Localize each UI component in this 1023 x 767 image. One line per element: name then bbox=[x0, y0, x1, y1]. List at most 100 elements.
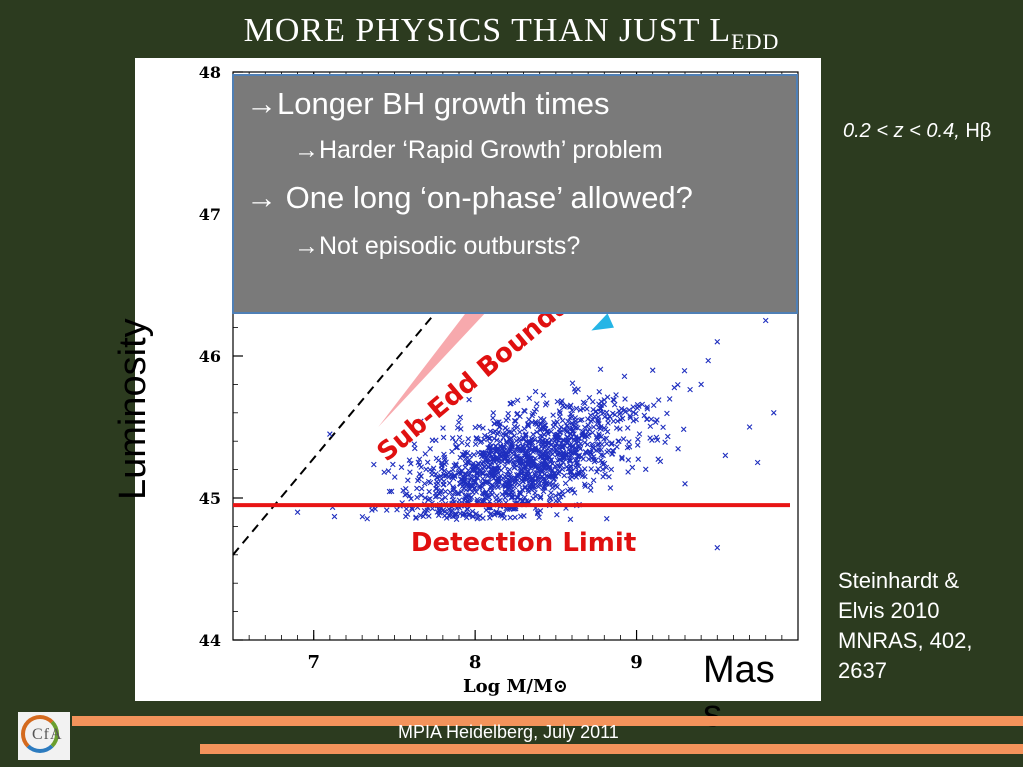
scatter-point bbox=[664, 433, 671, 440]
scatter-point bbox=[519, 471, 525, 477]
scatter-point bbox=[506, 484, 512, 490]
scatter-point bbox=[585, 428, 591, 435]
scatter-point bbox=[429, 471, 435, 478]
scatter-point bbox=[579, 416, 585, 423]
scatter-point bbox=[447, 513, 453, 520]
scatter-point bbox=[540, 488, 547, 495]
scatter-point bbox=[503, 431, 509, 437]
scatter-point bbox=[533, 406, 539, 412]
scatter-point bbox=[381, 469, 387, 476]
scatter-point bbox=[402, 485, 409, 492]
scatter-point bbox=[567, 516, 574, 523]
scatter-point-outlier bbox=[682, 481, 688, 487]
scatter-point-outlier bbox=[754, 459, 761, 466]
scatter-point bbox=[522, 438, 529, 445]
scatter-point bbox=[532, 477, 539, 484]
scatter-point bbox=[617, 426, 623, 432]
scatter-point bbox=[671, 384, 678, 391]
scatter-point bbox=[507, 437, 513, 443]
scatter-point bbox=[450, 466, 456, 473]
scatter-point bbox=[462, 455, 469, 462]
scatter-point bbox=[624, 425, 631, 431]
scatter-point bbox=[505, 468, 511, 475]
scatter-point bbox=[556, 457, 563, 463]
scatter-point bbox=[573, 460, 580, 466]
scatter-point bbox=[520, 435, 527, 441]
scatter-point bbox=[487, 428, 494, 435]
redshift-range: 0.2 < z < 0.4, bbox=[843, 120, 960, 142]
scatter-point bbox=[516, 429, 523, 435]
scatter-point bbox=[601, 401, 608, 408]
scatter-point bbox=[391, 474, 398, 480]
scatter-point bbox=[502, 463, 508, 470]
scatter-point bbox=[450, 484, 456, 490]
scatter-point bbox=[571, 386, 578, 392]
scatter-point bbox=[488, 466, 494, 472]
scatter-point bbox=[458, 426, 464, 432]
scatter-point bbox=[385, 468, 392, 474]
scatter-point bbox=[565, 488, 571, 494]
redshift-line-name: Hβ bbox=[965, 120, 992, 142]
scatter-point bbox=[480, 425, 486, 431]
scatter-point bbox=[438, 487, 445, 494]
logo-ring-icon bbox=[21, 715, 59, 753]
scatter-point bbox=[540, 392, 547, 399]
scatter-point bbox=[664, 410, 670, 417]
scatter-point bbox=[585, 422, 591, 428]
scatter-point bbox=[569, 380, 576, 386]
scatter-point bbox=[424, 507, 431, 514]
scatter-point bbox=[459, 451, 466, 458]
scatter-point bbox=[597, 366, 604, 373]
scatter-point bbox=[603, 515, 610, 522]
scatter-point bbox=[604, 449, 610, 455]
scatter-point bbox=[587, 487, 594, 493]
scatter-point bbox=[525, 449, 532, 456]
scatter-point bbox=[568, 435, 574, 441]
scatter-point bbox=[536, 514, 542, 521]
scatter-point bbox=[538, 454, 544, 460]
scatter-point bbox=[596, 433, 603, 439]
scatter-point bbox=[441, 512, 448, 519]
scatter-point bbox=[616, 438, 622, 444]
scatter-point bbox=[639, 401, 646, 408]
scatter-point bbox=[475, 460, 482, 467]
scatter-point bbox=[409, 506, 416, 513]
scatter-point bbox=[514, 457, 521, 463]
scatter-point bbox=[610, 396, 616, 403]
scatter-point bbox=[577, 441, 584, 447]
scatter-point bbox=[490, 410, 497, 416]
scatter-point bbox=[587, 482, 594, 489]
scatter-point bbox=[414, 485, 420, 492]
scatter-point bbox=[584, 406, 590, 412]
scatter-point bbox=[557, 450, 564, 456]
scatter-point bbox=[511, 423, 518, 430]
scatter-point bbox=[480, 466, 486, 472]
scatter-point bbox=[535, 423, 542, 430]
scatter-point bbox=[564, 422, 571, 429]
scatter-point bbox=[605, 420, 611, 426]
scatter-point bbox=[452, 439, 459, 445]
scatter-point bbox=[636, 431, 643, 437]
scatter-point bbox=[614, 418, 621, 424]
scatter-point bbox=[458, 489, 465, 495]
scatter-point bbox=[560, 451, 567, 457]
scatter-point bbox=[644, 416, 650, 422]
scatter-point bbox=[580, 399, 587, 406]
scatter-point bbox=[506, 506, 513, 512]
scatter-point bbox=[598, 446, 604, 453]
scatter-point bbox=[470, 513, 476, 520]
scatter-point bbox=[331, 513, 338, 520]
scatter-point bbox=[411, 441, 418, 447]
scatter-point bbox=[526, 395, 533, 402]
scatter-point bbox=[441, 471, 447, 478]
scatter-point bbox=[533, 462, 539, 469]
scatter-point bbox=[585, 432, 592, 438]
scatter-point bbox=[687, 386, 693, 393]
scatter-point bbox=[408, 496, 414, 502]
scatter-point bbox=[614, 443, 620, 450]
scatter-point bbox=[606, 473, 612, 480]
scatter-point bbox=[509, 443, 516, 450]
scatter-point bbox=[554, 457, 561, 464]
scatter-point bbox=[495, 462, 501, 469]
scatter-point bbox=[485, 464, 492, 471]
